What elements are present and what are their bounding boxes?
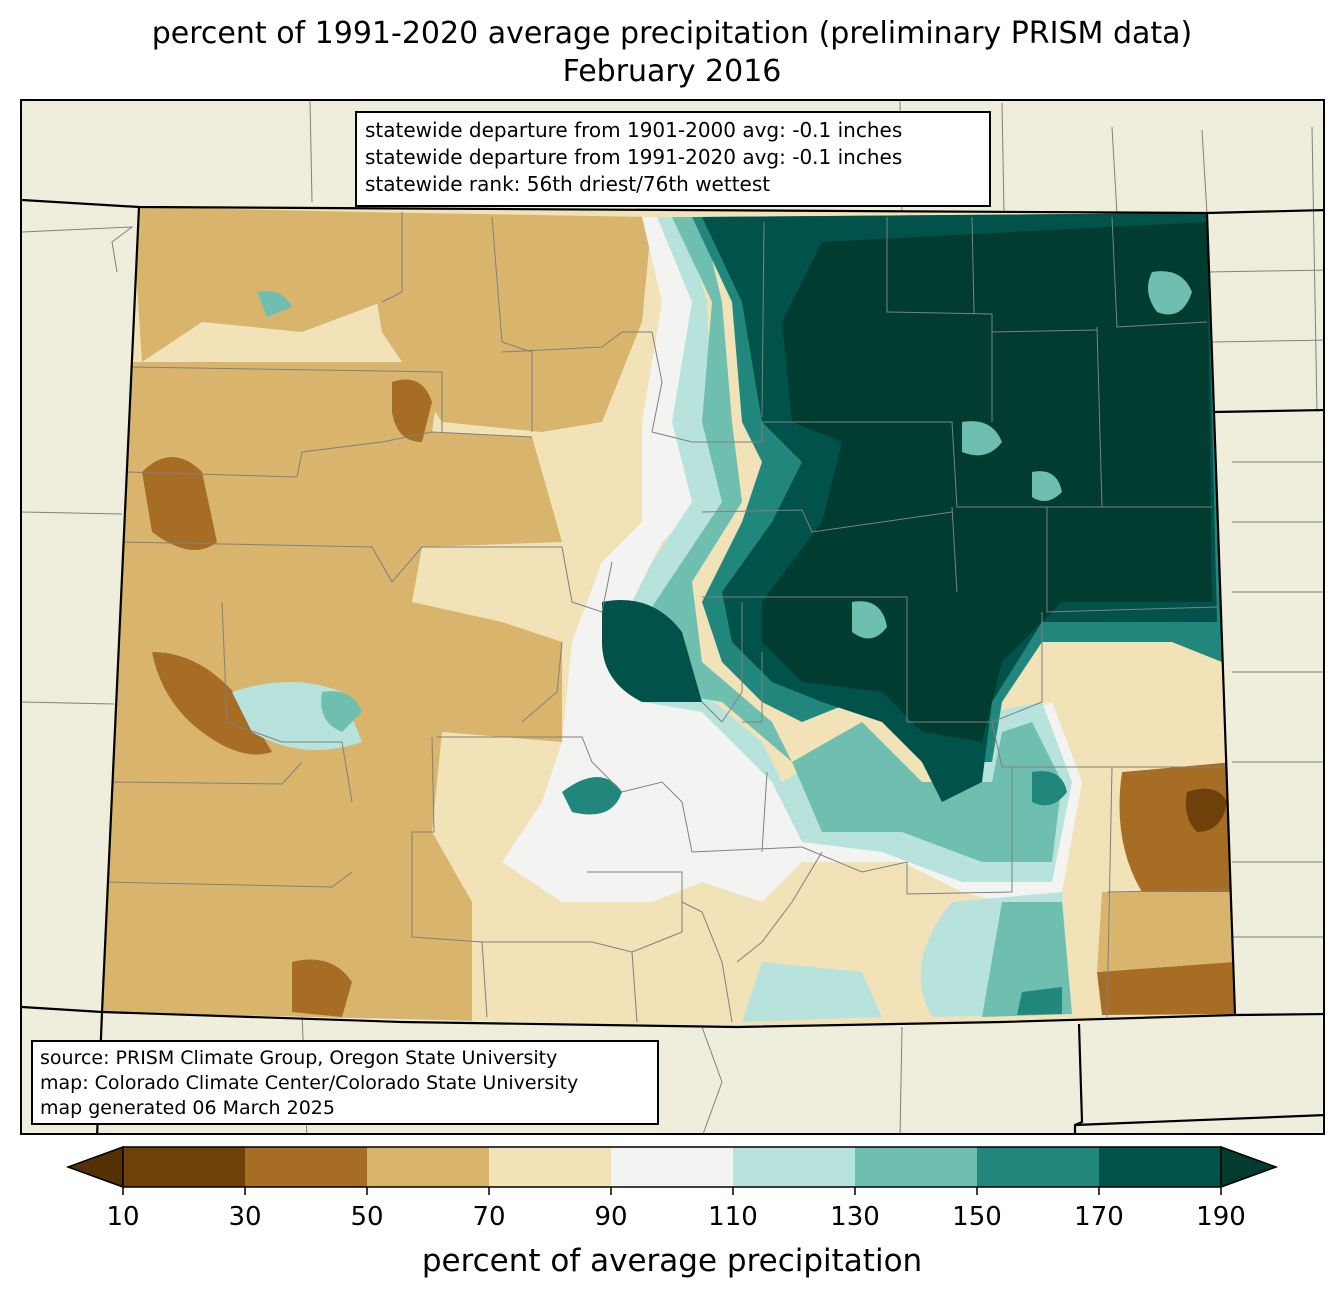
colorbar-tick-label: 90	[594, 1202, 628, 1232]
neighbor-county-lines	[22, 101, 1323, 1133]
statewide-rank: statewide rank: 56th driest/76th wettest	[365, 172, 771, 196]
map-credit-line: map: Colorado Climate Center/Colorado St…	[40, 1072, 579, 1094]
colorbar-bin-110-130	[733, 1147, 856, 1187]
colorbar-bin-70-90	[489, 1147, 612, 1187]
colorbar-outline	[122, 1146, 1222, 1188]
colorbar-tick-label: 110	[708, 1202, 758, 1232]
precip-field	[102, 207, 1235, 1027]
precipitation-map	[22, 101, 1323, 1133]
generated-date-line: map generated 06 March 2025	[40, 1097, 335, 1119]
colorbar-bin-130-150	[855, 1147, 978, 1187]
colorbar-tick-label: 50	[350, 1202, 384, 1232]
colorbar	[65, 1145, 1279, 1195]
statewide-stats-box: statewide departure from 1901-2000 avg: …	[355, 111, 991, 207]
source-line: source: PRISM Climate Group, Oregon Stat…	[40, 1047, 558, 1069]
map-subtitle-date: February 2016	[562, 54, 782, 89]
map-panel	[20, 99, 1325, 1135]
map-title: percent of 1991-2020 average precipitati…	[151, 16, 1193, 51]
departure-1901-2000: statewide departure from 1901-2000 avg: …	[365, 118, 903, 142]
colorbar-bin-50-70	[367, 1147, 490, 1187]
colorbar-bin-150-170	[977, 1147, 1100, 1187]
departure-1991-2020: statewide departure from 1991-2020 avg: …	[365, 145, 903, 169]
colorbar-tick-label: 190	[1196, 1202, 1246, 1232]
colorbar-label: percent of average precipitation	[421, 1243, 923, 1279]
colorbar-tick-label: 70	[472, 1202, 506, 1232]
colorbar-over-arrow	[1220, 1145, 1279, 1189]
colorbar-tick-label: 10	[106, 1202, 140, 1232]
colorbar-bin-90-110	[611, 1147, 734, 1187]
state-borders	[22, 198, 1323, 1133]
source-credits-box: source: PRISM Climate Group, Oregon Stat…	[31, 1040, 659, 1125]
colorbar-under-arrow	[65, 1145, 124, 1189]
county-borders	[106, 212, 1235, 1023]
colorbar-tick-label: 150	[952, 1202, 1002, 1232]
colorbar-bin-10-30	[123, 1147, 246, 1187]
colorbar-bin-170-190	[1099, 1147, 1222, 1187]
colorbar-tick-label: 130	[830, 1202, 880, 1232]
colorbar-bin-30-50	[245, 1147, 368, 1187]
colorbar-tick-label: 170	[1074, 1202, 1124, 1232]
colorbar-tick-label: 30	[228, 1202, 262, 1232]
